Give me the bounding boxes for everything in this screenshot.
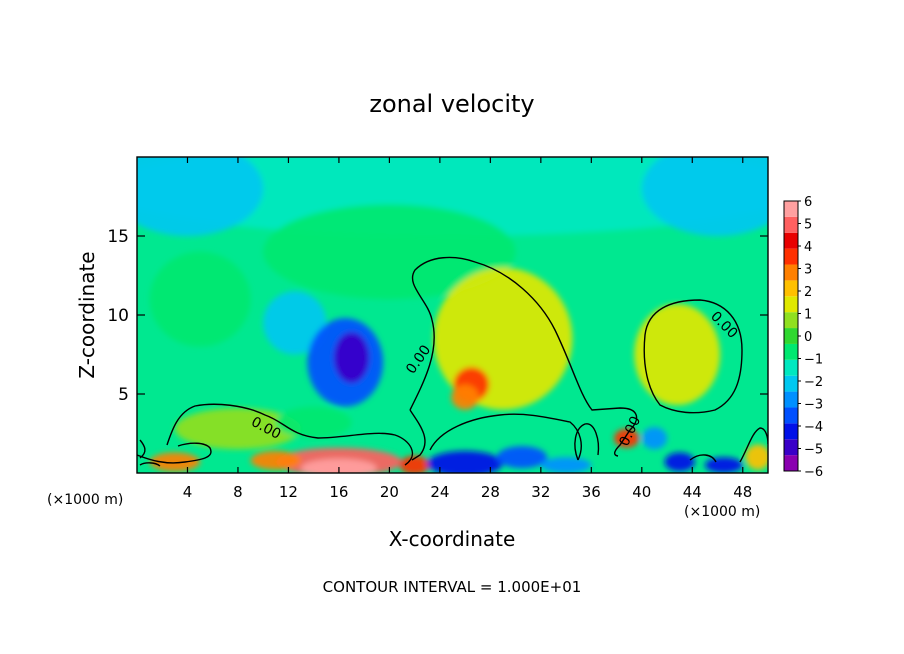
colorbar-tick-label: −4 bbox=[804, 420, 823, 435]
colorbar-tick-label: −6 bbox=[804, 465, 823, 480]
colorbar-tick-label: −1 bbox=[804, 353, 823, 368]
colorbar-tick-label: 0 bbox=[804, 330, 812, 345]
contour-line bbox=[689, 454, 717, 463]
contour-line bbox=[137, 442, 212, 464]
colorbar-swatch bbox=[784, 455, 798, 471]
colorbar-swatch bbox=[784, 248, 798, 265]
colorbar-tick-label: 3 bbox=[804, 263, 812, 278]
colorbar-swatch bbox=[784, 312, 798, 329]
x-axis: 4 8 12 16 20 24 28 32 36 40 44 48 bbox=[183, 157, 752, 501]
field-blob bbox=[451, 384, 480, 410]
contour-line bbox=[166, 403, 414, 466]
colorbar-swatch bbox=[784, 343, 798, 360]
colorbar-swatch bbox=[784, 216, 798, 233]
colorbar-swatch bbox=[784, 201, 798, 217]
chart-title: zonal velocity bbox=[369, 90, 534, 118]
contour-line bbox=[139, 439, 146, 459]
field-blob bbox=[641, 157, 768, 236]
velocity-field bbox=[137, 157, 768, 473]
colorbar-tick-label: 6 bbox=[804, 195, 812, 210]
colorbar-swatch bbox=[784, 296, 798, 313]
contour-labels: 0.00 0.00 0.00 0.00 bbox=[248, 308, 740, 448]
field-blob bbox=[745, 444, 768, 470]
contour-line bbox=[574, 423, 600, 461]
x-unit-label-right: (×1000 m) bbox=[684, 504, 760, 520]
x-tick-label: 4 bbox=[183, 483, 193, 501]
x-tick-label: 40 bbox=[632, 483, 651, 501]
y-tick-label: 10 bbox=[107, 306, 129, 326]
colorbar-tick-label: −3 bbox=[804, 398, 823, 413]
field-blob bbox=[137, 157, 768, 236]
colorbar-tick-label: 1 bbox=[804, 308, 812, 323]
colorbar-swatch bbox=[784, 439, 798, 456]
y-tick-label: 15 bbox=[107, 227, 129, 247]
colorbar-tick-label: 4 bbox=[804, 240, 812, 255]
field-blob bbox=[427, 450, 503, 473]
x-axis-label: X-coordinate bbox=[389, 527, 516, 551]
colorbar-swatch bbox=[784, 423, 798, 440]
field-blob bbox=[149, 452, 201, 472]
colorbar-swatch bbox=[784, 232, 798, 249]
x-tick-label: 16 bbox=[329, 483, 348, 501]
field-blob bbox=[634, 303, 721, 406]
colorbar-swatch bbox=[784, 407, 798, 424]
y-axis-label: Z-coordinate bbox=[75, 251, 99, 378]
field-blob bbox=[174, 408, 302, 450]
field-blob bbox=[333, 332, 370, 383]
x-tick-label: 12 bbox=[279, 483, 298, 501]
contour-line bbox=[409, 256, 638, 457]
field-blob bbox=[704, 457, 743, 473]
field-blob bbox=[301, 458, 377, 473]
contour-line bbox=[429, 413, 582, 461]
x-tick-label: 36 bbox=[582, 483, 601, 501]
contour-line bbox=[643, 299, 743, 414]
colorbar-tick-label: 5 bbox=[804, 218, 812, 233]
x-unit-label: (×1000 m) bbox=[47, 492, 123, 508]
y-axis: 5 10 15 bbox=[107, 227, 768, 405]
colorbar: 6 5 4 3 2 1 0 −1 −2 −3 −4 −5 −6 bbox=[783, 195, 823, 480]
colorbar-swatch bbox=[784, 375, 798, 392]
colorbar-swatch bbox=[784, 359, 798, 376]
y-tick-label: 5 bbox=[118, 385, 129, 405]
colorbar-swatch bbox=[784, 264, 798, 281]
zero-contours bbox=[137, 256, 768, 467]
x-tick-label: 48 bbox=[733, 483, 752, 501]
field-blob bbox=[263, 204, 516, 300]
contour-interval-note: CONTOUR INTERVAL = 1.000E+01 bbox=[323, 578, 582, 596]
field-blob bbox=[540, 457, 592, 473]
x-tick-label: 44 bbox=[683, 483, 702, 501]
contour-line bbox=[409, 409, 426, 461]
colorbar-swatch bbox=[784, 280, 798, 297]
field-blob bbox=[614, 428, 640, 448]
x-tick-label: 8 bbox=[233, 483, 243, 501]
field-blob bbox=[137, 157, 264, 236]
field-blob bbox=[250, 450, 302, 470]
x-tick-label: 32 bbox=[531, 483, 550, 501]
x-tick-label: 20 bbox=[380, 483, 399, 501]
field-blob bbox=[399, 455, 430, 473]
colorbar-swatch bbox=[784, 328, 798, 344]
x-tick-label: 28 bbox=[481, 483, 500, 501]
field-blob bbox=[496, 446, 548, 469]
colorbar-tick-label: −5 bbox=[804, 443, 823, 458]
field-blob bbox=[664, 452, 695, 472]
field-blob bbox=[149, 251, 251, 347]
colorbar-tick-label: −2 bbox=[804, 375, 823, 390]
contour-line bbox=[139, 462, 161, 467]
field-blob bbox=[263, 291, 327, 355]
field-blob bbox=[641, 427, 668, 450]
field-blob bbox=[275, 406, 352, 439]
colorbar-swatch bbox=[784, 391, 798, 408]
x-tick-label: 24 bbox=[430, 483, 449, 501]
colorbar-tick-label: 2 bbox=[804, 285, 812, 300]
